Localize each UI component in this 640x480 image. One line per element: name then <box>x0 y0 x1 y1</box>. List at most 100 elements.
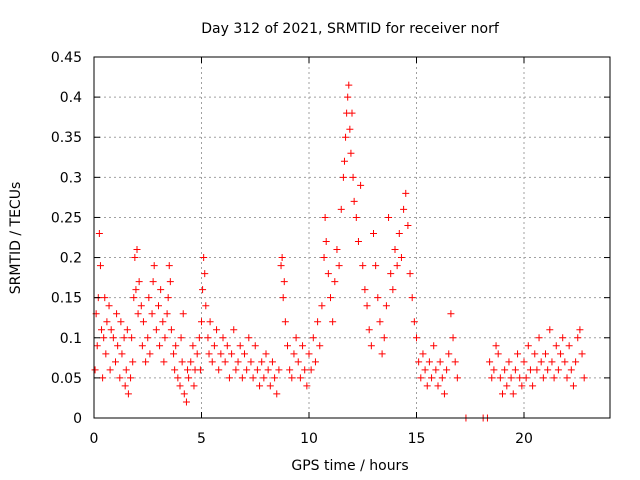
data-point <box>185 374 193 382</box>
data-point <box>217 350 225 358</box>
data-point <box>400 205 408 213</box>
data-point <box>359 262 367 270</box>
data-point <box>238 374 246 382</box>
data-point <box>253 366 261 374</box>
data-point <box>434 382 442 390</box>
data-point <box>337 205 345 213</box>
x-tick-label: 0 <box>90 431 99 447</box>
data-point <box>354 238 362 246</box>
data-point <box>210 342 218 350</box>
data-point <box>572 358 580 366</box>
data-point <box>321 213 329 221</box>
data-point <box>322 238 330 246</box>
data-point <box>451 358 459 366</box>
data-point <box>357 181 365 189</box>
data-point <box>342 133 350 141</box>
y-tick-label: 0.35 <box>51 130 82 146</box>
data-point <box>526 366 534 374</box>
data-point <box>413 334 420 342</box>
data-point <box>190 382 198 390</box>
data-point <box>507 374 515 382</box>
data-point <box>505 358 513 366</box>
data-point <box>117 318 125 326</box>
data-point <box>557 350 565 358</box>
data-point <box>425 358 433 366</box>
data-point <box>234 358 242 366</box>
data-point <box>95 229 103 237</box>
data-point <box>258 358 266 366</box>
data-point <box>105 302 113 310</box>
data-point <box>552 342 560 350</box>
y-axis-label: SRMTID / TECUs <box>8 182 24 295</box>
data-point <box>112 358 119 366</box>
data-point <box>98 326 106 334</box>
y-tick-label: 0.45 <box>51 50 82 66</box>
data-point <box>365 326 373 334</box>
data-point <box>436 358 444 366</box>
data-point <box>281 318 289 326</box>
data-point <box>176 382 184 390</box>
x-tick-label: 15 <box>408 431 426 447</box>
x-tick-label: 5 <box>197 431 206 447</box>
data-point <box>372 262 380 270</box>
data-point <box>138 342 146 350</box>
data-point <box>537 358 545 366</box>
data-point <box>103 318 111 326</box>
data-point <box>421 366 429 374</box>
data-point <box>204 334 212 342</box>
data-point <box>156 342 164 350</box>
data-point <box>164 294 172 302</box>
data-point <box>447 310 455 318</box>
data-point <box>511 366 519 374</box>
plot-frame <box>93 56 611 419</box>
data-point <box>260 374 268 382</box>
data-point <box>423 382 431 390</box>
data-point <box>290 350 298 358</box>
data-point <box>486 358 494 366</box>
data-point <box>284 342 291 350</box>
data-point <box>262 350 270 358</box>
data-point <box>496 374 504 382</box>
data-point <box>128 334 136 342</box>
data-point <box>309 334 317 342</box>
data-point <box>109 334 117 342</box>
data-point <box>391 246 399 254</box>
data-point <box>449 334 457 342</box>
data-point <box>170 350 178 358</box>
x-axis-label: GPS time / hours <box>291 458 408 474</box>
data-point <box>453 374 461 382</box>
data-point <box>292 334 300 342</box>
data-point <box>419 350 427 358</box>
x-tick-label: 20 <box>515 431 533 447</box>
data-point <box>225 374 233 382</box>
data-point <box>167 326 175 334</box>
data-point <box>271 374 279 382</box>
data-point <box>574 334 582 342</box>
data-point <box>415 358 423 366</box>
data-point <box>221 358 229 366</box>
data-point <box>228 350 236 358</box>
data-point <box>145 294 153 302</box>
data-point <box>184 366 192 374</box>
data-point <box>127 374 135 382</box>
data-point <box>376 318 384 326</box>
data-point <box>166 278 174 286</box>
data-point <box>563 374 571 382</box>
data-point <box>241 350 248 358</box>
data-point <box>417 374 425 382</box>
data-point <box>348 109 356 117</box>
y-tick-label: 0.1 <box>60 331 82 347</box>
data-point <box>387 270 395 278</box>
data-point <box>160 358 168 366</box>
data-point <box>243 366 251 374</box>
data-point <box>93 342 101 350</box>
data-point <box>294 358 302 366</box>
data-point <box>273 390 281 398</box>
data-point <box>346 125 354 133</box>
data-point <box>152 326 160 334</box>
data-point <box>178 358 186 366</box>
data-point <box>249 374 257 382</box>
data-point <box>539 374 547 382</box>
data-point <box>430 342 438 350</box>
